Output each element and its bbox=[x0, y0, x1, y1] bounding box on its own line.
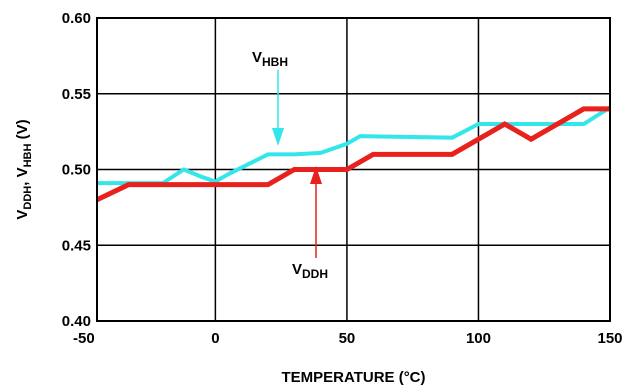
y-tick-label: 0.60 bbox=[62, 10, 91, 27]
y-axis-label-sub1: DDH bbox=[22, 186, 34, 210]
vhbh-annotation: VHBH bbox=[252, 49, 288, 69]
x-axis-label: TEMPERATURE (°C) bbox=[281, 369, 425, 386]
vddh-arrow-head bbox=[310, 166, 322, 184]
x-tick-label: 50 bbox=[339, 330, 356, 347]
y-axis-label-sub2: HBH bbox=[22, 144, 34, 168]
y-axis-label: VDDH, VHBH (V) bbox=[14, 119, 34, 219]
series-layer bbox=[95, 105, 612, 203]
series-line-vhbh bbox=[97, 105, 612, 186]
y-axis-label-unit: (V) bbox=[14, 119, 31, 143]
x-tick-label: 0 bbox=[211, 330, 219, 347]
y-tick-labels: 0.40 0.45 0.50 0.55 0.60 bbox=[62, 10, 91, 330]
grid-lines bbox=[97, 18, 610, 321]
y-tick-label: 0.40 bbox=[62, 313, 91, 330]
y-tick-label: 0.50 bbox=[62, 162, 91, 179]
x-tick-label: -50 bbox=[73, 330, 95, 347]
y-axis-label-main: V bbox=[14, 210, 31, 220]
x-tick-labels: -50 0 50 100 150 bbox=[73, 330, 623, 347]
x-tick-label: 100 bbox=[466, 330, 491, 347]
y-tick-label: 0.45 bbox=[62, 237, 91, 254]
y-tick-label: 0.55 bbox=[62, 86, 91, 103]
plot-frame bbox=[96, 17, 611, 322]
annotations: VHBH VDDH bbox=[252, 49, 328, 281]
y-axis-label-sep: , V bbox=[14, 167, 31, 185]
x-tick-label: 150 bbox=[597, 330, 622, 347]
vddh-annotation: VDDH bbox=[292, 261, 328, 281]
vhbh-arrow-head bbox=[272, 128, 284, 146]
